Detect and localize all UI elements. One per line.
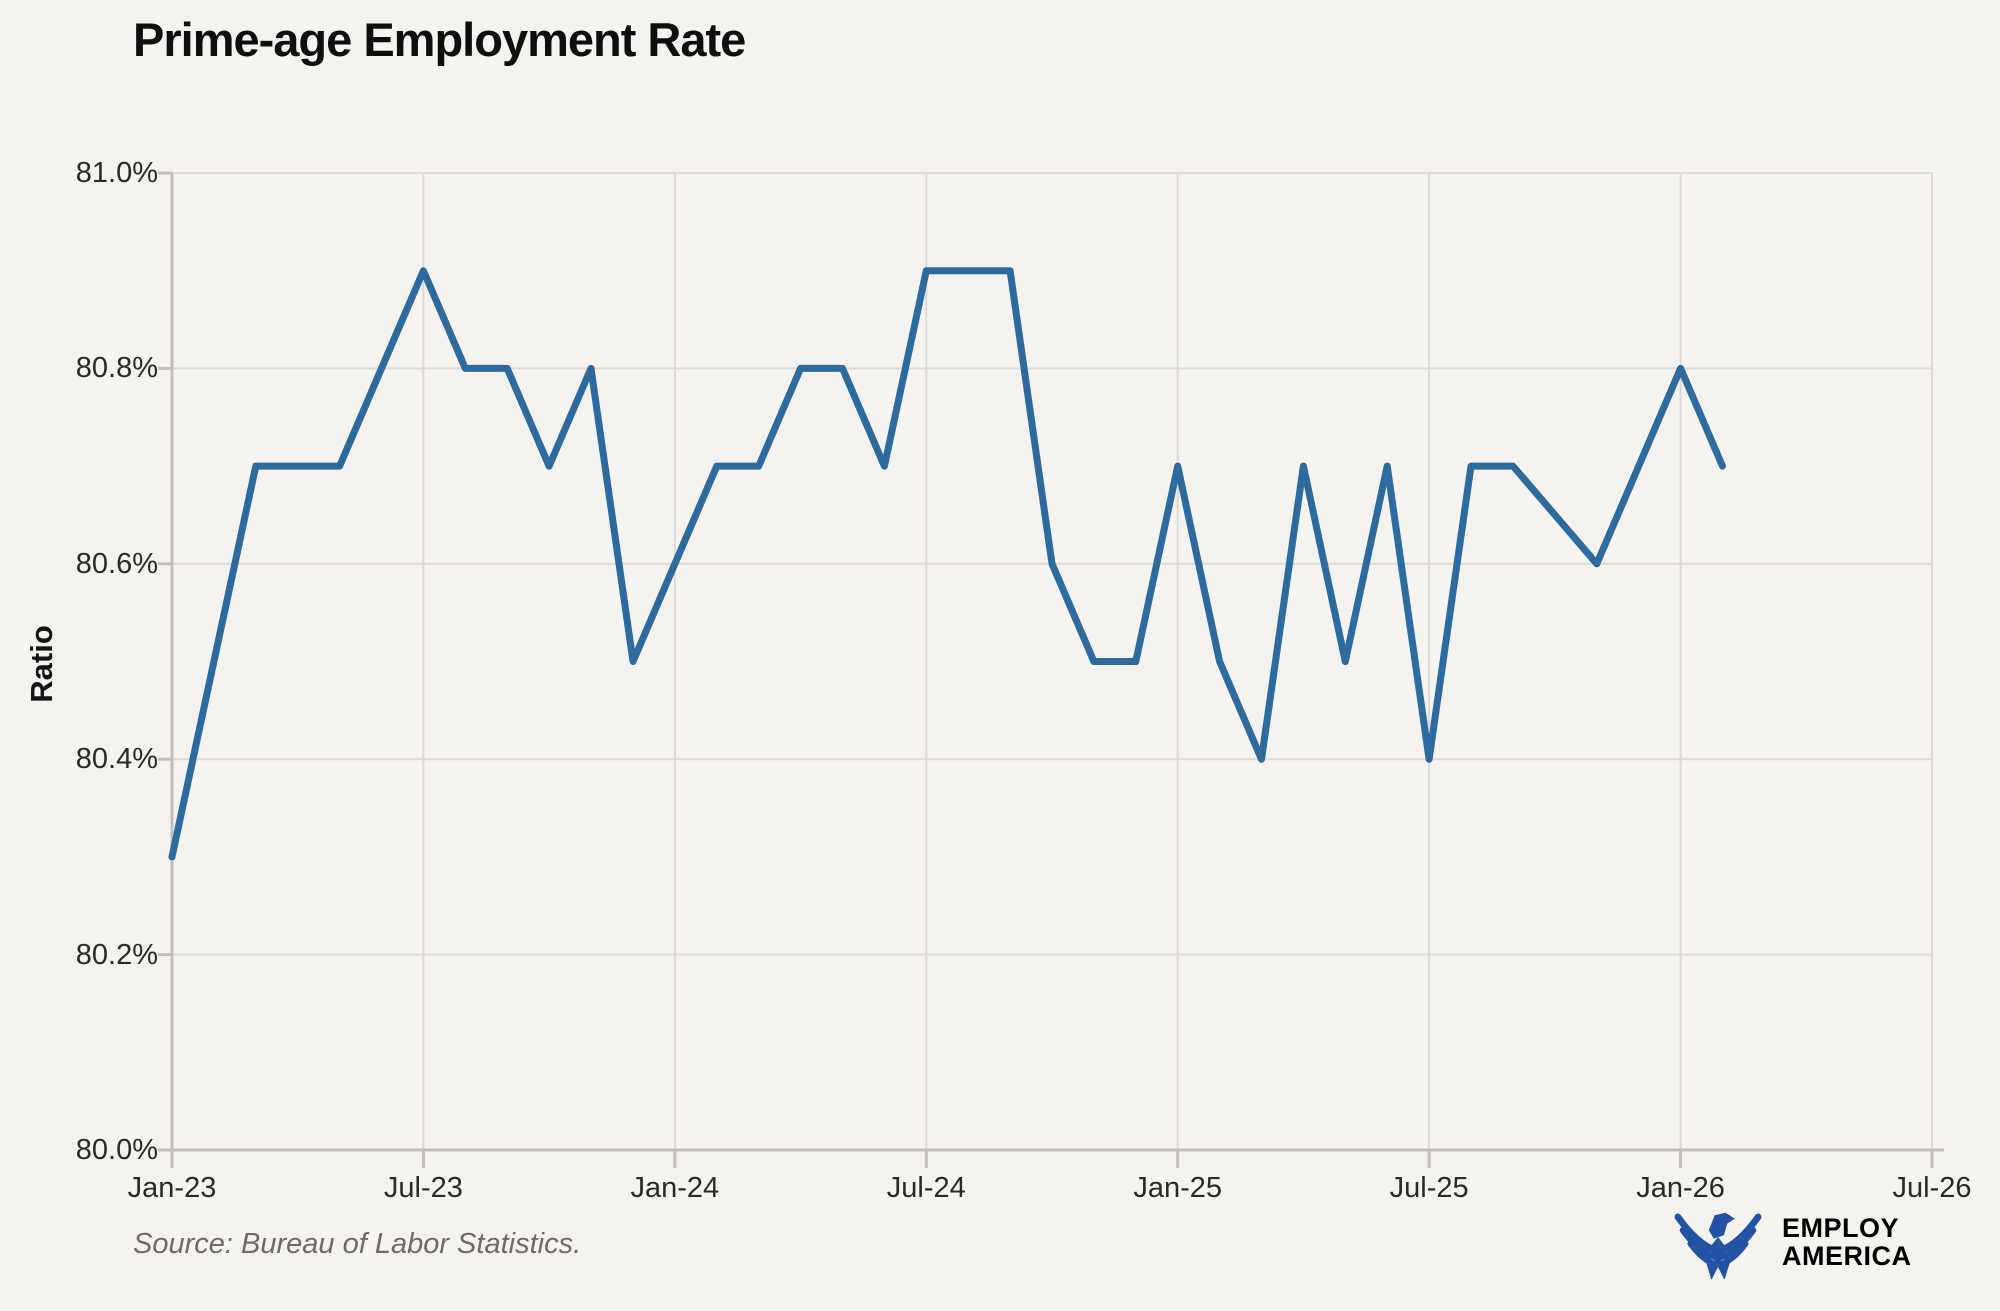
x-tick-label: Jul-24 [886, 1172, 966, 1204]
y-tick-label: 80.8% [75, 352, 158, 385]
y-tick-label: 80.0% [75, 1134, 158, 1166]
employ-america-logo: EMPLOY AMERICA [1672, 1205, 1912, 1279]
employ-america-logo-icon [1674, 1212, 1762, 1279]
y-tick-label: 80.6% [75, 547, 158, 580]
x-tick-label: Jul-23 [383, 1172, 463, 1204]
x-tick-label: Jan-26 [1636, 1172, 1725, 1204]
employ-america-logo-text: EMPLOY AMERICA [1782, 1214, 1912, 1270]
x-tick-label: Jan-25 [1133, 1172, 1223, 1204]
y-tick-label: 80.4% [75, 743, 158, 776]
chart-title: Prime-age Employment Rate [133, 13, 746, 66]
y-tick-label: 80.2% [75, 938, 158, 971]
logo-line-1: EMPLOY [1782, 1213, 1900, 1243]
x-tick-label: Jan-24 [630, 1172, 720, 1204]
x-tick-label: Jul-25 [1389, 1172, 1469, 1204]
y-tick-label: 81.0% [75, 157, 158, 189]
x-tick-label: Jan-23 [127, 1172, 217, 1204]
x-tick-label: Jul-26 [1892, 1172, 1972, 1204]
employment-rate-line [168, 267, 1726, 861]
source-note: Source: Bureau of Labor Statistics. [133, 1228, 582, 1260]
logo-line-2: AMERICA [1782, 1241, 1912, 1271]
